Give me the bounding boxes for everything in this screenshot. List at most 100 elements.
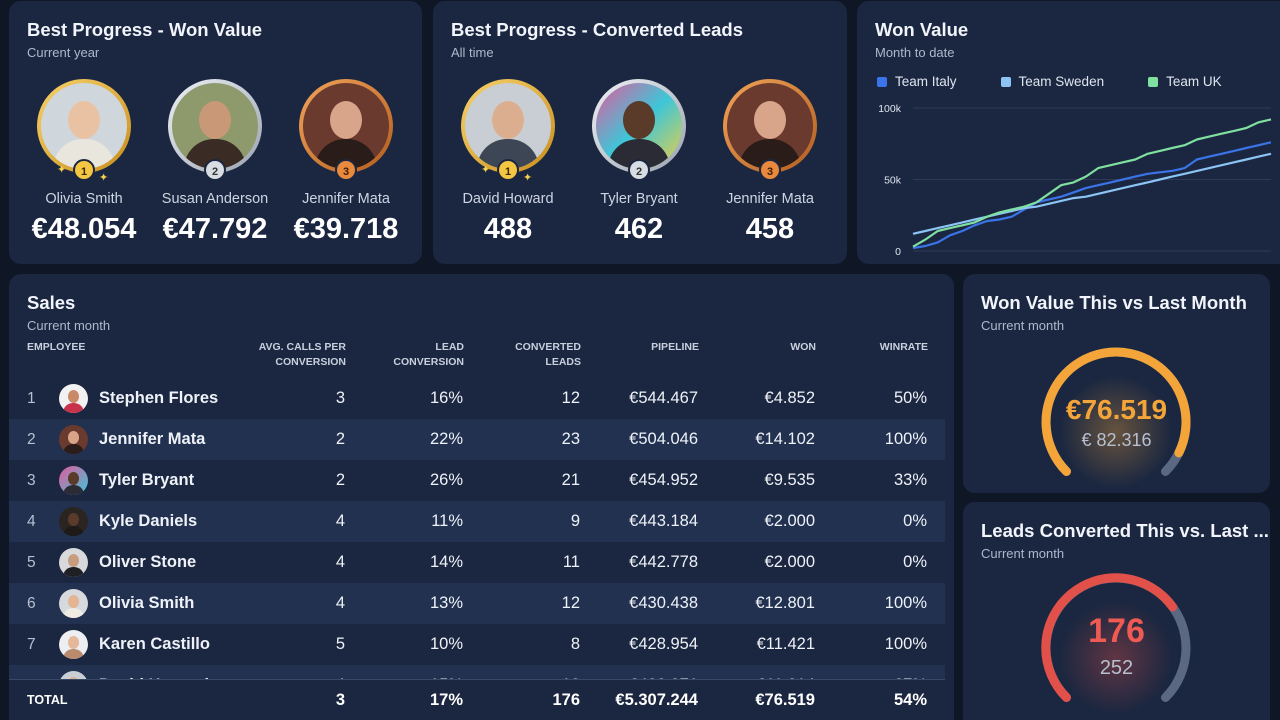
employee-name[interactable]: Jennifer Mata xyxy=(99,430,206,448)
avatar xyxy=(168,79,262,173)
card-title: Leads Converted This vs. Last ... xyxy=(981,520,1269,541)
gauge-target: 252 xyxy=(1099,657,1134,679)
avatar xyxy=(59,589,88,618)
leader-value: 462 xyxy=(614,213,664,245)
avatar xyxy=(59,384,88,413)
y-tick-label: 0 xyxy=(895,246,901,258)
converted-leads: 12 xyxy=(561,389,580,407)
pipeline: €428.954 xyxy=(629,635,698,653)
total-converted-leads: 176 xyxy=(552,691,580,709)
won-value-line-chart: 100k 50k 0 xyxy=(878,103,1272,258)
table-body: 1 Stephen Flores 3 16% 12 €544.467 €4.85… xyxy=(9,378,945,680)
lead-conversion: 13% xyxy=(429,594,463,612)
column-header-pipeline[interactable]: PIPELINE xyxy=(651,341,699,353)
won-value-leaderboard-card: Best Progress - Won Value Current year ✦… xyxy=(9,1,422,264)
won: €2.000 xyxy=(764,553,815,571)
employee-name[interactable]: Tyler Bryant xyxy=(99,471,195,489)
legend-label: Team UK xyxy=(1166,74,1222,89)
lead-conversion: 16% xyxy=(429,389,463,407)
sparkle-icon: ✦ xyxy=(99,172,109,184)
legend-item-sweden[interactable]: Team Sweden xyxy=(1000,74,1104,89)
leads-converted-gauge-card: Leads Converted This vs. Last ... Curren… xyxy=(963,502,1270,720)
legend-swatch xyxy=(1000,76,1011,87)
employee-name[interactable]: David Howard xyxy=(99,665,209,680)
column-header-converted-leads[interactable]: CONVERTED LEADS xyxy=(515,341,581,368)
legend-item-uk[interactable]: Team UK xyxy=(1148,74,1222,89)
employee-name[interactable]: Olivia Smith xyxy=(99,594,195,612)
winrate: 100% xyxy=(884,594,927,612)
column-header-lead-conversion[interactable]: LEAD CONVERSION xyxy=(393,341,464,368)
winrate: 0% xyxy=(903,553,927,571)
row-index: 8 xyxy=(27,665,36,680)
table-row[interactable]: 7 Karen Castillo 5 10% 8 €428.954 €11.42… xyxy=(9,624,945,665)
card-title: Best Progress - Converted Leads xyxy=(451,19,743,40)
column-header-winrate[interactable]: WINRATE xyxy=(879,341,928,353)
table-row[interactable]: 3 Tyler Bryant 2 26% 21 €454.952 €9.535 … xyxy=(9,460,945,501)
column-header-employee[interactable]: EMPLOYEE xyxy=(27,341,86,353)
winrate: 33% xyxy=(893,471,927,489)
card-subtitle: Current month xyxy=(27,318,111,333)
leader-value: €47.792 xyxy=(162,213,268,245)
gauge-target: € 82.316 xyxy=(1081,430,1152,450)
avatar xyxy=(59,466,88,495)
lead-conversion: 14% xyxy=(429,553,463,571)
card-subtitle: All time xyxy=(451,45,494,60)
card-subtitle: Current month xyxy=(981,546,1065,561)
employee-name[interactable]: Stephen Flores xyxy=(99,389,219,407)
card-title: Won Value This vs Last Month xyxy=(981,292,1247,313)
legend-swatch xyxy=(1148,76,1159,87)
total-winrate: 54% xyxy=(893,691,927,709)
row-index: 3 xyxy=(27,472,36,489)
lead-conversion: 22% xyxy=(429,430,463,448)
winrate: 67% xyxy=(894,665,927,680)
avatar xyxy=(723,79,817,173)
total-won: €76.519 xyxy=(755,691,815,709)
pipeline: €544.467 xyxy=(629,389,698,407)
avg-calls: 4 xyxy=(335,594,345,612)
converted-leads: 12 xyxy=(562,665,580,680)
y-tick-label: 50k xyxy=(884,175,902,187)
column-header-avg-calls[interactable]: AVG. CALLS PER CONVERSION xyxy=(258,341,346,368)
table-row[interactable]: 6 Olivia Smith 4 13% 12 €430.438 €12.801… xyxy=(9,583,945,624)
won: €11.214 xyxy=(757,665,815,680)
legend-label: Team Italy xyxy=(895,74,957,89)
converted-leads: 21 xyxy=(561,471,580,489)
converted-leads: 8 xyxy=(570,635,580,653)
leader-name: Jennifer Mata xyxy=(726,191,814,207)
won: €11.421 xyxy=(756,635,815,653)
employee-name[interactable]: Kyle Daniels xyxy=(99,512,198,530)
employee-name[interactable]: Karen Castillo xyxy=(99,635,210,653)
table-row[interactable]: 1 Stephen Flores 3 16% 12 €544.467 €4.85… xyxy=(9,378,945,419)
total-pipeline: €5.307.244 xyxy=(615,691,698,709)
sparkle-icon: ✦ xyxy=(523,172,533,184)
converted-leads: 12 xyxy=(561,594,580,612)
total-avg-calls: 3 xyxy=(335,691,345,709)
table-row[interactable]: 4 Kyle Daniels 4 11% 9 €443.184 €2.000 0… xyxy=(9,501,945,542)
pipeline: €443.184 xyxy=(629,512,698,530)
avatar xyxy=(37,79,131,173)
avatar xyxy=(59,630,88,659)
table-row[interactable]: 5 Oliver Stone 4 14% 11 €442.778 €2.000 … xyxy=(9,542,945,583)
rank-badge: 2 xyxy=(628,159,650,181)
legend-item-italy[interactable]: Team Italy xyxy=(877,74,957,89)
column-header-won[interactable]: WON xyxy=(790,341,816,353)
avatar xyxy=(461,79,555,173)
table-row[interactable]: 2 Jennifer Mata 2 22% 23 €504.046 €14.10… xyxy=(9,419,945,460)
lead-conversion: 10% xyxy=(429,635,463,653)
total-label: TOTAL xyxy=(27,693,68,707)
row-index: 4 xyxy=(27,513,36,530)
sparkle-icon: ✦ xyxy=(57,164,67,176)
won: €2.000 xyxy=(764,512,815,530)
card-subtitle: Month to date xyxy=(875,45,955,60)
row-index: 6 xyxy=(27,595,36,612)
avg-calls: 4 xyxy=(335,512,345,530)
pipeline: €430.438 xyxy=(629,594,698,612)
card-subtitle: Current year xyxy=(27,45,100,60)
leader-name: David Howard xyxy=(462,191,554,207)
employee-name[interactable]: Oliver Stone xyxy=(99,553,197,571)
table-row[interactable]: 8 David Howard 4 15% 12 €420.871 €11.214… xyxy=(9,665,945,680)
rank-badge: 2 xyxy=(204,159,226,181)
card-title: Best Progress - Won Value xyxy=(27,19,263,40)
winrate: 100% xyxy=(884,635,927,653)
rank-badge: 1 xyxy=(73,159,95,181)
